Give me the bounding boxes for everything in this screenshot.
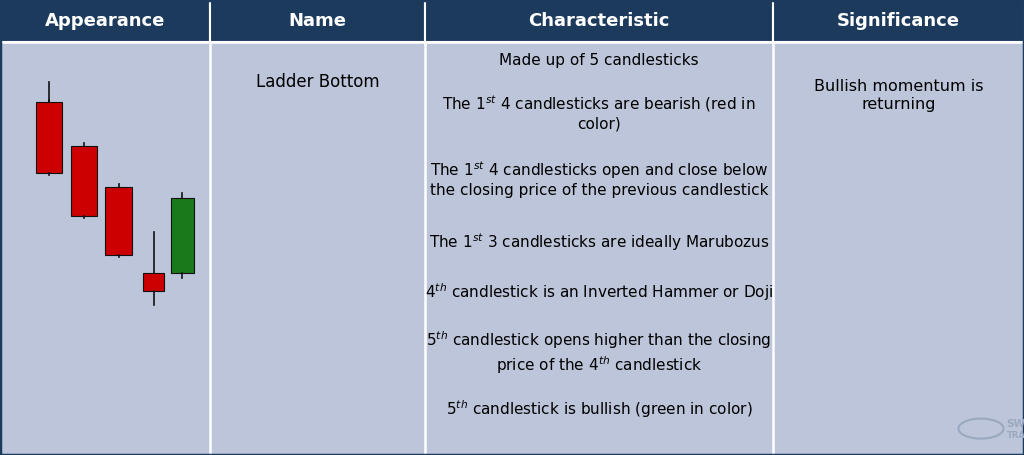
Text: The 1$^{st}$ 4 candlesticks open and close below
the closing price of the previo: The 1$^{st}$ 4 candlesticks open and clo… — [430, 159, 768, 198]
Text: The 1$^{st}$ 3 candlesticks are ideally Marubozus: The 1$^{st}$ 3 candlesticks are ideally … — [429, 231, 769, 253]
Bar — [71, 146, 97, 216]
Bar — [105, 187, 132, 255]
Bar — [171, 198, 194, 273]
Text: Characteristic: Characteristic — [528, 12, 670, 30]
Text: Name: Name — [289, 12, 346, 30]
Text: Significance: Significance — [837, 12, 961, 30]
Text: 5$^{th}$ candlestick opens higher than the closing
price of the 4$^{th}$ candles: 5$^{th}$ candlestick opens higher than t… — [426, 329, 772, 376]
Bar — [0, 0, 210, 42]
Bar — [36, 102, 62, 173]
Text: The 1$^{st}$ 4 candlesticks are bearish (red in
color): The 1$^{st}$ 4 candlesticks are bearish … — [442, 94, 756, 132]
Text: Made up of 5 candlesticks: Made up of 5 candlesticks — [500, 53, 698, 67]
Text: SWIM: SWIM — [1007, 419, 1024, 429]
Text: 4$^{th}$ candlestick is an Inverted Hammer or Doji: 4$^{th}$ candlestick is an Inverted Hamm… — [425, 281, 773, 303]
Text: Bullish momentum is
returning: Bullish momentum is returning — [814, 79, 983, 112]
Text: Ladder Bottom: Ladder Bottom — [256, 73, 379, 91]
Text: 5$^{th}$ candlestick is bullish (green in color): 5$^{th}$ candlestick is bullish (green i… — [445, 399, 753, 420]
Bar — [425, 0, 773, 42]
Text: Appearance: Appearance — [45, 12, 165, 30]
Bar — [143, 273, 164, 291]
Bar — [210, 0, 425, 42]
Text: TRADING: TRADING — [1007, 431, 1024, 440]
Bar — [773, 0, 1024, 42]
